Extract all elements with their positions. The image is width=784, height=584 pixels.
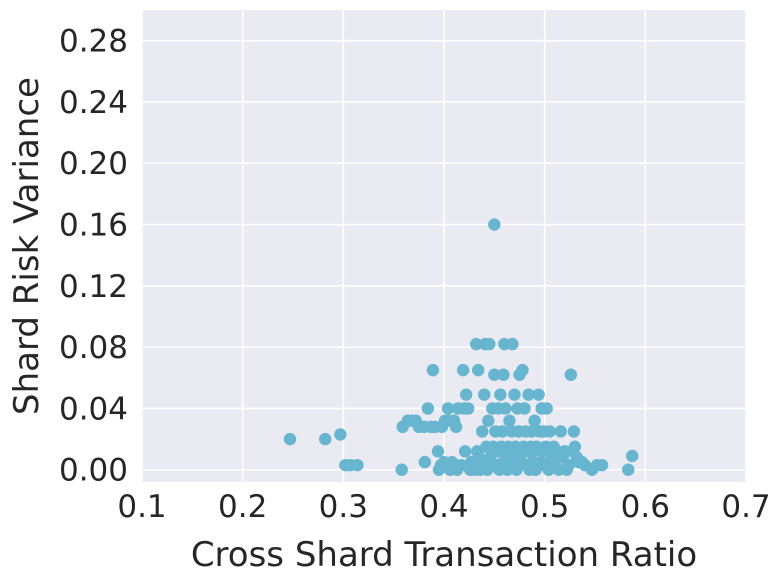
- data-point: [482, 414, 495, 427]
- y-tick-label: 0.12: [59, 269, 128, 305]
- data-point: [508, 388, 521, 401]
- data-point: [562, 458, 576, 472]
- data-point: [567, 425, 581, 438]
- data-point: [518, 402, 531, 415]
- data-point: [554, 425, 567, 438]
- x-axis-title: Cross Shard Transaction Ratio: [191, 535, 697, 575]
- data-point: [626, 449, 639, 463]
- y-tick-label: 0.04: [59, 391, 128, 427]
- data-point: [351, 458, 364, 472]
- data-point: [497, 368, 510, 381]
- data-point: [418, 455, 432, 469]
- data-point: [476, 425, 489, 438]
- grid: [141, 10, 747, 482]
- data-point: [622, 463, 635, 476]
- data-point: [503, 414, 516, 427]
- data-points: [283, 218, 639, 476]
- data-point: [499, 402, 512, 415]
- data-point: [506, 337, 519, 351]
- x-tick-label: 0.1: [117, 489, 166, 525]
- data-point: [472, 363, 485, 377]
- data-point: [483, 337, 496, 351]
- data-point: [595, 458, 609, 472]
- data-point: [449, 420, 463, 434]
- data-point: [470, 337, 483, 351]
- data-point: [528, 414, 541, 427]
- y-tick-label: 0.28: [59, 24, 128, 60]
- data-point: [488, 218, 501, 231]
- data-point: [568, 440, 582, 453]
- x-tick-label: 0.6: [621, 489, 670, 525]
- y-tick-label: 0.08: [59, 330, 128, 366]
- data-point: [456, 363, 470, 377]
- y-tick-labels: 0.00 0.04 0.08 0.12 0.16 0.20 0.24 0.28: [59, 24, 128, 489]
- data-point: [283, 432, 297, 446]
- y-tick-label: 0.16: [59, 208, 128, 244]
- data-point: [540, 402, 553, 415]
- x-tick-label: 0.7: [721, 489, 770, 525]
- data-point: [395, 463, 408, 476]
- x-tick-labels: 0.1 0.2 0.3 0.4 0.5 0.6 0.7: [117, 489, 770, 525]
- data-point: [458, 445, 472, 458]
- data-point: [494, 388, 507, 401]
- data-point: [459, 388, 473, 401]
- y-axis-title: Shard Risk Variance: [7, 77, 47, 415]
- y-tick-label: 0.20: [59, 146, 128, 182]
- data-point: [488, 368, 501, 381]
- data-point: [543, 425, 556, 438]
- data-point: [522, 388, 535, 401]
- data-point: [426, 363, 440, 377]
- data-point: [319, 432, 332, 446]
- data-point: [516, 363, 529, 377]
- data-point: [441, 402, 455, 415]
- y-tick-label: 0.24: [59, 85, 128, 121]
- x-tick-label: 0.4: [419, 489, 468, 525]
- data-point: [478, 388, 491, 401]
- x-tick-label: 0.2: [218, 489, 267, 525]
- x-tick-label: 0.3: [319, 489, 368, 525]
- data-point: [532, 388, 545, 401]
- y-tick-label: 0.00: [59, 453, 128, 489]
- data-point: [431, 445, 445, 458]
- data-point: [461, 402, 475, 415]
- data-point: [496, 425, 509, 438]
- data-point: [421, 402, 435, 415]
- x-tick-label: 0.5: [520, 489, 569, 525]
- data-point: [564, 368, 578, 381]
- data-point: [334, 428, 347, 441]
